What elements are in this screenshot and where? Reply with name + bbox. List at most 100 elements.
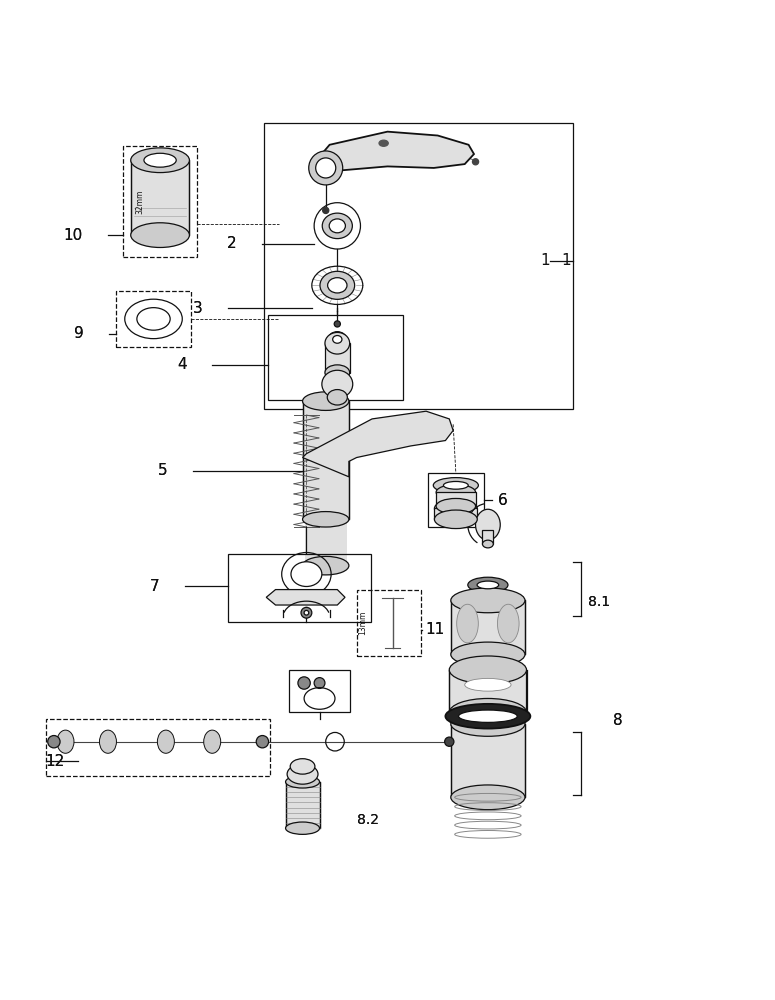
Ellipse shape — [322, 370, 353, 398]
Bar — [435, 508, 477, 519]
Ellipse shape — [459, 710, 517, 722]
Text: 4: 4 — [177, 357, 187, 372]
Text: 8.1: 8.1 — [588, 595, 611, 609]
Text: 11: 11 — [425, 622, 445, 637]
Ellipse shape — [325, 365, 350, 380]
Text: 8.1: 8.1 — [588, 595, 611, 609]
Bar — [228, 554, 370, 622]
Ellipse shape — [477, 581, 498, 589]
Ellipse shape — [451, 642, 525, 667]
Bar — [131, 160, 189, 235]
Ellipse shape — [315, 158, 336, 178]
Bar — [302, 401, 349, 519]
Ellipse shape — [325, 332, 350, 354]
Text: 11: 11 — [425, 622, 445, 637]
Text: 3: 3 — [192, 301, 202, 316]
Bar — [436, 492, 476, 506]
Text: 13mm: 13mm — [358, 611, 367, 635]
Bar — [285, 782, 319, 828]
Text: 4: 4 — [177, 357, 187, 372]
Ellipse shape — [328, 332, 346, 347]
Bar — [115, 291, 191, 347]
Text: 8: 8 — [613, 713, 622, 728]
Ellipse shape — [57, 730, 74, 753]
Ellipse shape — [144, 153, 176, 167]
Ellipse shape — [298, 677, 310, 689]
Ellipse shape — [257, 736, 269, 748]
Text: 1: 1 — [561, 253, 571, 268]
Ellipse shape — [498, 604, 519, 643]
Polygon shape — [302, 411, 453, 477]
Text: 8.2: 8.2 — [356, 813, 379, 827]
Ellipse shape — [334, 321, 340, 327]
Ellipse shape — [433, 478, 478, 493]
Ellipse shape — [449, 656, 526, 684]
Ellipse shape — [449, 698, 526, 726]
Ellipse shape — [451, 785, 525, 810]
Ellipse shape — [285, 822, 319, 834]
Ellipse shape — [291, 562, 322, 586]
Ellipse shape — [302, 392, 349, 410]
Text: 1: 1 — [540, 253, 549, 268]
Ellipse shape — [379, 140, 388, 146]
Ellipse shape — [328, 278, 347, 293]
Ellipse shape — [476, 509, 500, 540]
Ellipse shape — [131, 148, 189, 173]
Bar — [325, 343, 350, 373]
Bar — [483, 530, 494, 544]
Text: 12: 12 — [46, 754, 64, 769]
Text: 2: 2 — [227, 236, 237, 251]
Bar — [356, 590, 421, 656]
Ellipse shape — [435, 510, 477, 529]
Ellipse shape — [465, 678, 511, 691]
Ellipse shape — [451, 588, 525, 613]
Bar — [268, 315, 403, 400]
Ellipse shape — [483, 540, 494, 548]
Bar — [288, 670, 350, 712]
Text: 2: 2 — [227, 236, 237, 251]
Ellipse shape — [304, 610, 308, 615]
Text: 7: 7 — [150, 579, 160, 594]
Ellipse shape — [451, 712, 525, 736]
Ellipse shape — [456, 604, 478, 643]
Ellipse shape — [308, 151, 343, 185]
Ellipse shape — [290, 759, 315, 774]
Text: 12: 12 — [46, 754, 64, 769]
Ellipse shape — [473, 159, 479, 165]
Ellipse shape — [329, 219, 346, 233]
Ellipse shape — [332, 336, 342, 343]
Bar — [428, 473, 484, 527]
Ellipse shape — [137, 308, 170, 330]
Text: 8.2: 8.2 — [356, 813, 379, 827]
Text: 6: 6 — [498, 493, 508, 508]
Ellipse shape — [302, 512, 349, 527]
Ellipse shape — [446, 704, 530, 729]
Bar — [264, 123, 573, 409]
Text: 3: 3 — [192, 301, 202, 316]
Text: 32mm: 32mm — [136, 189, 144, 214]
Bar — [46, 719, 270, 776]
Ellipse shape — [322, 207, 329, 214]
Text: 6: 6 — [498, 493, 508, 508]
Text: 9: 9 — [74, 326, 84, 341]
Bar — [305, 515, 346, 566]
Bar — [449, 670, 526, 712]
Bar — [123, 146, 197, 257]
Text: 9: 9 — [74, 326, 84, 341]
Ellipse shape — [301, 607, 312, 618]
Ellipse shape — [285, 776, 319, 788]
Ellipse shape — [157, 730, 174, 753]
Text: 8: 8 — [613, 713, 622, 728]
Polygon shape — [316, 132, 474, 171]
Text: 5: 5 — [158, 463, 167, 478]
Ellipse shape — [48, 736, 60, 748]
Ellipse shape — [468, 577, 508, 593]
Ellipse shape — [436, 485, 476, 500]
Ellipse shape — [99, 730, 116, 753]
Ellipse shape — [435, 499, 477, 518]
Bar — [451, 600, 525, 654]
Ellipse shape — [327, 390, 347, 405]
Bar — [451, 724, 525, 797]
Ellipse shape — [320, 271, 355, 299]
Ellipse shape — [445, 737, 454, 746]
